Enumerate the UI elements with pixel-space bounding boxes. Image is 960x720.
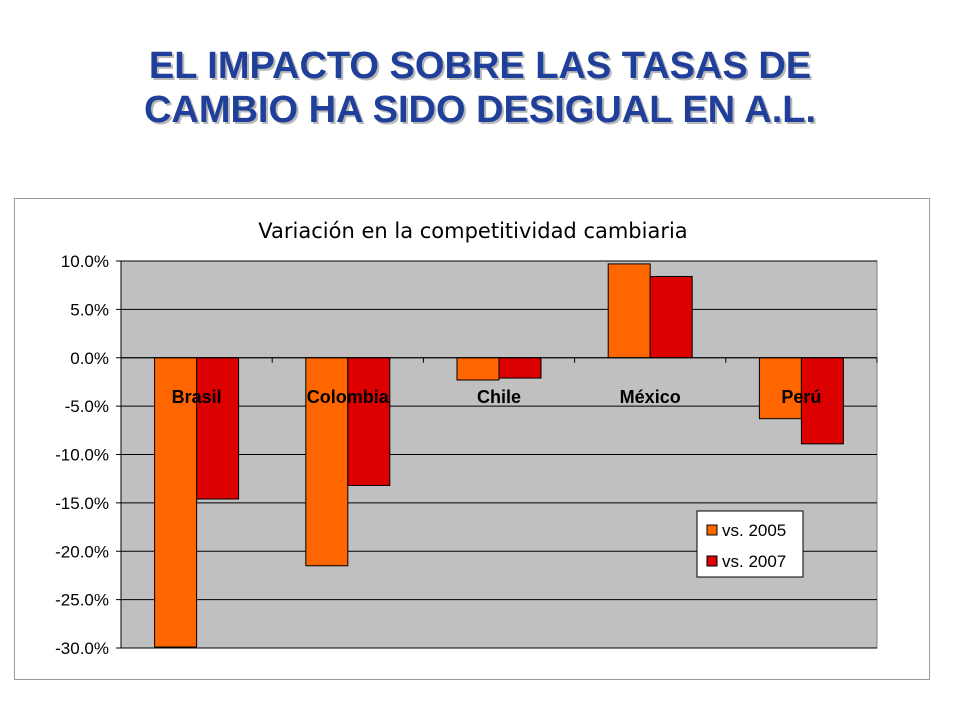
legend-swatch [706, 524, 718, 536]
bar-vs-2005 [607, 263, 651, 359]
y-tick-label: -20.0% [55, 542, 109, 561]
y-tick-label: 5.0% [70, 300, 109, 319]
category-label: Colombia [307, 387, 390, 407]
bar-vs-2007 [649, 275, 693, 359]
bar-vs-2005 [758, 357, 802, 420]
bar-vs-2005 [456, 357, 500, 381]
bar-vs-2007 [498, 357, 542, 379]
bar-vs-2007 [800, 357, 844, 445]
legend-label: vs. 2005 [722, 521, 786, 540]
legend-swatch [706, 555, 718, 567]
category-label: México [620, 387, 681, 407]
category-label: Brasil [172, 387, 222, 407]
y-tick-label: -25.0% [55, 591, 109, 610]
legend-label: vs. 2007 [722, 552, 786, 571]
y-tick-label: -10.0% [55, 446, 109, 465]
y-tick-label: 10.0% [61, 252, 109, 271]
y-tick-label: -5.0% [65, 397, 109, 416]
bar-vs-2005 [305, 357, 349, 567]
slide-title-line-1: EL IMPACTO SOBRE LAS TASAS DE [148, 45, 812, 87]
chart-title: Variación en la competitividad cambiaria [258, 219, 687, 243]
bar-chart: Variación en la competitividad cambiaria… [55, 219, 878, 658]
category-label: Chile [477, 387, 521, 407]
bar-vs-2005 [154, 357, 198, 648]
y-tick-label: -30.0% [55, 639, 109, 658]
y-tick-label: 0.0% [70, 349, 109, 368]
slide-title-line-2: CAMBIO HA SIDO DESIGUAL EN A.L. [143, 89, 817, 131]
slide-title: EL IMPACTO SOBRE LAS TASAS DE CAMBIO HA … [0, 44, 960, 132]
y-tick-label: -15.0% [55, 494, 109, 513]
bar-vs-2007 [196, 357, 240, 500]
category-label: Perú [781, 387, 821, 407]
chart-frame: Variación en la competitividad cambiaria… [14, 198, 930, 680]
bar-vs-2007 [347, 357, 391, 486]
